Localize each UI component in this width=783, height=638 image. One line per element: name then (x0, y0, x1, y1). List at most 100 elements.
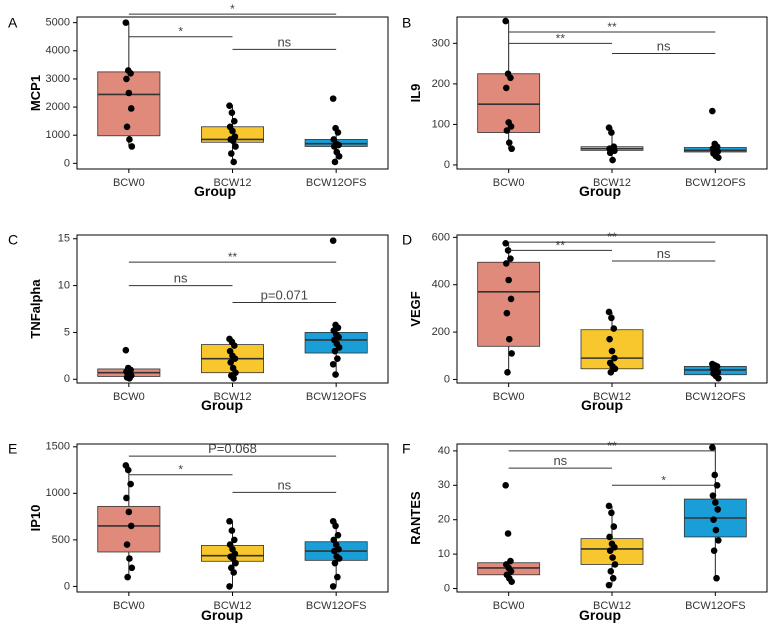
panel-label: F (402, 440, 411, 456)
y-tick-label: 40 (438, 445, 450, 457)
significance-label: ** (607, 439, 617, 453)
significance-label: ns (277, 477, 291, 492)
data-point (232, 559, 239, 567)
data-point (504, 530, 512, 537)
y-tick-label: 10 (58, 279, 70, 291)
data-point (505, 139, 513, 146)
panel-c: C 0 5 10 15 TNFalpha BCW0 BCW12 BCW12OFS Group ** n… (8, 231, 389, 413)
box-bcw0 (97, 462, 161, 581)
x-axis-label: Group (201, 607, 243, 623)
x-axis-label: Group (581, 397, 623, 413)
x-tick-label: BCW12OFS (685, 600, 746, 612)
data-point (332, 371, 339, 378)
y-axis-label: IL9 (408, 84, 423, 103)
y-axis-label: TNFalpha (28, 279, 43, 339)
significance-label: ** (556, 31, 566, 45)
data-point (502, 260, 510, 267)
data-point (232, 143, 239, 150)
iqr-box (477, 261, 541, 347)
x-tick-label: BCW0 (113, 600, 145, 612)
data-point (123, 494, 130, 502)
significance-label: ** (228, 250, 238, 264)
data-point (608, 314, 615, 322)
box-bcw12ofs (683, 107, 747, 161)
y-tick-label: 30 (438, 479, 450, 491)
data-point (610, 325, 618, 332)
y-tick-label: 2000 (46, 101, 70, 113)
data-point (609, 574, 617, 582)
x-tick-label: BCW12 (214, 391, 252, 403)
x-axis-label: Group (579, 607, 621, 623)
data-point (125, 89, 133, 97)
x-axis-label: Group (194, 183, 236, 199)
data-point (502, 17, 509, 25)
significance-label: ns (174, 271, 188, 286)
panel-label: D (402, 231, 412, 247)
panel-label: B (402, 14, 411, 30)
box-bcw0 (477, 482, 541, 585)
data-point (228, 150, 235, 157)
y-tick-label: 5000 (46, 17, 70, 29)
significance-label: ns (277, 34, 291, 49)
box-bcw12 (580, 124, 644, 164)
data-point (126, 555, 133, 562)
x-tick-label: BCW0 (493, 177, 525, 189)
y-tick-label: 1000 (46, 129, 70, 141)
y-axis-label: VEGF (408, 291, 423, 326)
data-point (331, 559, 339, 567)
y-axis-label: IP10 (28, 505, 43, 532)
box-bcw12 (200, 102, 264, 166)
data-point (710, 516, 717, 524)
data-point (508, 145, 515, 153)
box-bcw12ofs (304, 237, 368, 378)
data-point (610, 523, 618, 530)
data-point (709, 444, 716, 451)
data-point (331, 158, 339, 166)
data-point (228, 527, 236, 534)
y-tick-label: 0 (64, 157, 70, 169)
y-tick-label: 200 (432, 78, 450, 90)
data-point (508, 350, 515, 357)
significance-label: ** (556, 238, 566, 252)
y-tick-label: 4000 (46, 45, 70, 57)
data-point (122, 19, 130, 26)
y-tick-label: 100 (432, 118, 450, 130)
x-axis-label: Group (579, 183, 621, 199)
data-point (124, 466, 132, 474)
data-point (606, 335, 613, 343)
data-point (123, 541, 131, 548)
significance-label: * (661, 473, 666, 487)
data-point (507, 74, 514, 82)
data-point (502, 239, 509, 247)
data-point (332, 522, 339, 530)
data-point (503, 309, 511, 317)
data-point (228, 109, 236, 117)
box-bcw12ofs (304, 517, 368, 590)
box-bcw12ofs (683, 444, 747, 582)
data-point (712, 526, 720, 534)
x-tick-label: BCW0 (493, 391, 525, 403)
data-point (127, 480, 134, 488)
data-point (608, 129, 615, 136)
y-tick-label: 20 (438, 514, 450, 526)
panel-label: E (8, 440, 17, 456)
data-point (331, 347, 339, 355)
box-bcw12 (200, 517, 264, 590)
y-tick-label: 300 (432, 37, 450, 49)
significance-label: P=0.068 (208, 441, 257, 456)
data-point (714, 506, 722, 513)
data-point (329, 237, 337, 244)
y-tick-label: 1000 (46, 487, 70, 499)
data-point (331, 143, 338, 150)
panel-label: C (8, 231, 18, 247)
significance-label: ns (657, 38, 671, 53)
data-point (609, 554, 616, 561)
x-tick-label: BCW0 (113, 391, 145, 403)
data-point (606, 547, 614, 554)
data-point (122, 346, 130, 354)
data-point (608, 509, 615, 517)
data-point (609, 156, 616, 164)
box-bcw0 (97, 19, 161, 150)
